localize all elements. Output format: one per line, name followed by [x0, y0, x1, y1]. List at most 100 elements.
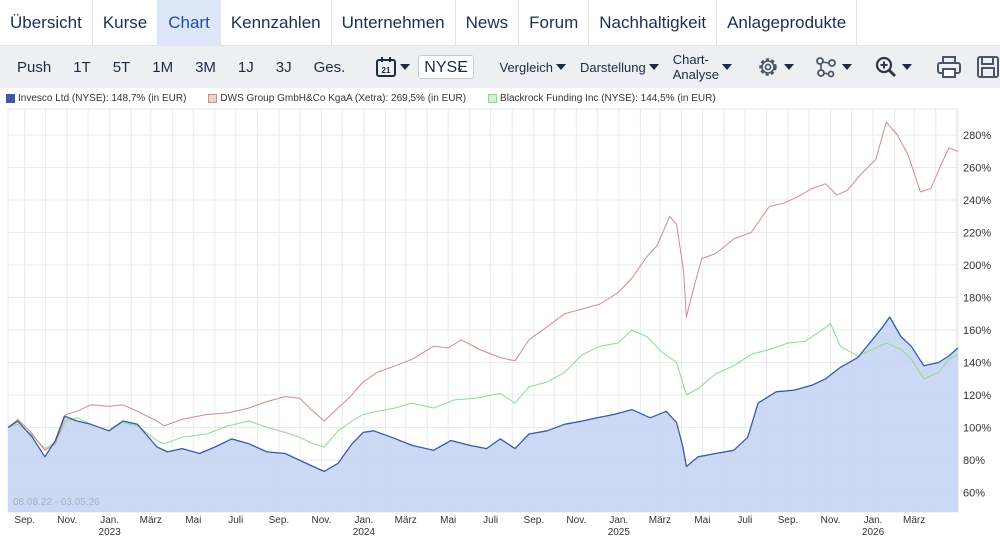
y-tick-label: 120%	[963, 390, 991, 402]
x-tick-label: Nov.	[312, 515, 332, 526]
y-tick-label: 80%	[963, 455, 985, 467]
legend-swatch	[488, 94, 498, 103]
tab-unternehmen[interactable]: Unternehmen	[331, 0, 456, 46]
x-tick-label: Sep.	[14, 515, 35, 526]
stock-comparison-chart: 60% 80% 100% 120% 140% 160% 180% 200% 220% 240% 26…	[7, 108, 991, 538]
tab-kennzahlen[interactable]: Kennzahlen	[220, 0, 332, 46]
x-tick-label: Jan.	[864, 515, 883, 526]
legend-label: DWS Group GmbH&Co KgaA (Xetra): 269,5% (…	[220, 93, 467, 104]
tab-chart[interactable]: Chart	[158, 0, 221, 54]
x-tick-label: Jan.	[609, 515, 628, 526]
x-tick-label: Sep.	[269, 515, 290, 526]
chevron-down-icon	[902, 64, 912, 70]
legend-item[interactable]: Invesco Ltd (NYSE): 148,7% (in EUR)	[6, 93, 186, 104]
range-button-5t[interactable]: 5T	[112, 58, 131, 76]
x-tick-label: Nov.	[566, 515, 586, 526]
x-tick-label: Mai	[185, 515, 201, 526]
tab-bar: Übersicht Kurse Chart Kennzahlen Unternehmen…	[0, 0, 1000, 54]
menu-darstellung[interactable]: Darstellung	[580, 52, 659, 82]
menu-label: Darstellung	[579, 59, 646, 75]
range-button-1j[interactable]: 1J	[237, 58, 254, 76]
series-line-2	[7, 323, 959, 450]
caret-down-icon	[648, 64, 659, 70]
x-tick-label: Jan.	[100, 515, 119, 526]
calendar-icon: 21	[376, 57, 397, 77]
legend-swatch	[208, 94, 218, 103]
legend-item[interactable]: Blackrock Funding Inc (NYSE): 144,5% (in…	[488, 93, 716, 104]
x-tick-year: 2023	[99, 527, 122, 538]
range-button-ges[interactable]: Ges.	[313, 58, 346, 76]
chevron-down-icon	[842, 64, 852, 70]
x-tick-label: Jan.	[354, 515, 373, 526]
tab-kurse[interactable]: Kurse	[92, 0, 159, 46]
tab-nachhaltigkeit[interactable]: Nachhaltigkeit	[589, 0, 718, 46]
x-tick-label: März	[903, 515, 925, 526]
legend-swatch	[6, 94, 15, 103]
chart-legend: Invesco Ltd (NYSE): 148,7% (in EUR) DWS G…	[6, 93, 738, 104]
range-button-3m[interactable]: 3M	[195, 58, 216, 76]
x-tick-year: 2025	[608, 527, 631, 538]
x-tick-label: Nov.	[821, 515, 841, 526]
y-tick-label: 180%	[963, 293, 991, 305]
tab-news[interactable]: News	[455, 0, 520, 46]
range-button-3j[interactable]: 3J	[275, 58, 292, 76]
x-tick-label: Sep.	[524, 515, 545, 526]
range-button-1t[interactable]: 1T	[73, 58, 91, 76]
save-button[interactable]	[976, 55, 1000, 79]
y-tick-label: 200%	[963, 260, 991, 272]
x-tick-label: Nov.	[57, 515, 77, 526]
chevron-down-icon	[784, 64, 794, 70]
caret-down-icon	[722, 64, 732, 70]
legend-label: Blackrock Funding Inc (NYSE): 144,5% (in…	[500, 93, 716, 104]
legend-item[interactable]: DWS Group GmbH&Co KgaA (Xetra): 269,5% (…	[208, 93, 466, 104]
print-button[interactable]	[936, 55, 962, 79]
tab-bar-filler	[857, 0, 1000, 46]
gear-icon	[759, 58, 777, 76]
print-icon	[937, 56, 961, 78]
chart-toolbar: Push 1T 5T 1M 3M 1J 3J Ges. 21 NYSE ⌄ Vergleich…	[0, 46, 1000, 88]
range-selector: Push 1T 5T 1M 3M 1J 3J Ges.	[0, 59, 356, 76]
x-tick-label: Mai	[440, 515, 456, 526]
range-button-push[interactable]: Push	[17, 58, 52, 76]
series-line-1	[7, 121, 959, 451]
y-tick-label: 160%	[963, 325, 991, 337]
calendar-button[interactable]: 21	[374, 54, 411, 80]
y-tick-label: 140%	[963, 358, 991, 370]
compare-network-button[interactable]	[814, 55, 852, 79]
exchange-select-value: NYSE	[424, 59, 468, 76]
x-tick-label: März	[395, 515, 417, 526]
legend-label: Invesco Ltd (NYSE): 148,7% (in EUR)	[18, 93, 187, 104]
x-tick-label: März	[649, 515, 671, 526]
x-tick-year: 2024	[353, 527, 376, 538]
tab-übersicht[interactable]: Übersicht	[0, 0, 93, 46]
x-tick-label: Sep.	[778, 515, 799, 526]
menu-label: Vergleich	[499, 59, 553, 75]
y-tick-label: 280%	[963, 130, 991, 142]
zoom-in-icon	[875, 56, 897, 78]
x-tick-label: Juli	[228, 515, 243, 526]
y-tick-label: 100%	[963, 423, 991, 435]
tab-forum[interactable]: Forum	[519, 0, 590, 46]
network-icon	[816, 57, 836, 78]
x-tick-label: Juli	[737, 515, 752, 526]
caret-down-icon	[555, 64, 566, 70]
period-label: 08.08.22 - 03.05.26	[13, 497, 100, 508]
x-tick-label: Juli	[483, 515, 498, 526]
x-tick-label: März	[140, 515, 162, 526]
zoom-button[interactable]	[874, 55, 912, 79]
y-tick-label: 240%	[963, 195, 991, 207]
exchange-select[interactable]: NYSE ⌄	[418, 55, 474, 79]
x-tick-year: 2026	[862, 527, 885, 538]
menu-chart-analyse[interactable]: Chart-Analyse	[673, 52, 732, 82]
x-tick-label: Mai	[694, 515, 710, 526]
y-tick-label: 60%	[963, 488, 985, 500]
chevron-down-icon: ⌄	[455, 62, 465, 74]
save-icon	[977, 56, 999, 78]
range-button-1m[interactable]: 1M	[152, 58, 174, 76]
toolbar-menus: Vergleich Darstellung Chart-Analyse	[474, 52, 732, 82]
tab-anlageprodukte[interactable]: Anlageprodukte	[717, 0, 858, 46]
settings-button[interactable]	[756, 55, 794, 79]
y-tick-label: 260%	[963, 163, 991, 175]
menu-vergleich[interactable]: Vergleich	[500, 52, 566, 82]
series-line-0	[7, 316, 959, 473]
